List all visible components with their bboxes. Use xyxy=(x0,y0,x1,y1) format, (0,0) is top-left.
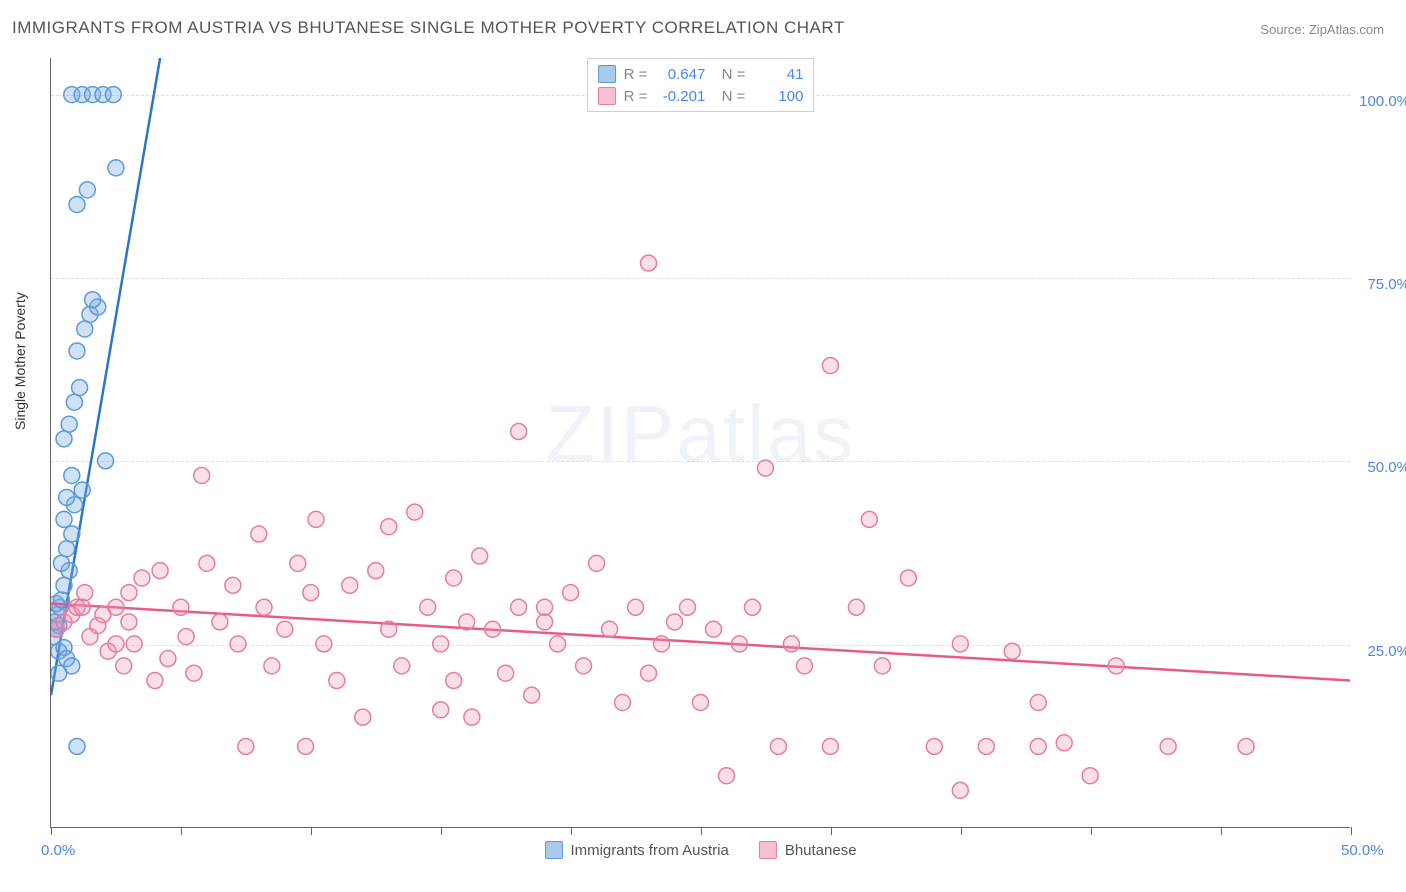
r-value-bhutanese: -0.201 xyxy=(655,88,705,105)
r-label: R = xyxy=(624,66,648,83)
xtick-mark xyxy=(311,827,312,835)
chart-svg xyxy=(51,58,1350,827)
chart-title: IMMIGRANTS FROM AUSTRIA VS BHUTANESE SIN… xyxy=(12,18,845,38)
xtick-mark xyxy=(701,827,702,835)
xtick-label: 50.0% xyxy=(1341,842,1384,859)
xtick-mark xyxy=(961,827,962,835)
swatch-bhutanese-icon xyxy=(759,841,777,859)
series-legend: Immigrants from Austria Bhutanese xyxy=(544,841,856,859)
xtick-mark xyxy=(1091,827,1092,835)
ytick-label: 25.0% xyxy=(1367,643,1406,660)
xtick-label: 0.0% xyxy=(41,842,75,859)
xtick-mark xyxy=(1221,827,1222,835)
watermark: ZIPatlas xyxy=(546,387,855,479)
n-label: N = xyxy=(713,88,745,105)
xtick-mark xyxy=(831,827,832,835)
r-label: R = xyxy=(624,88,648,105)
legend-item-austria: Immigrants from Austria xyxy=(544,841,728,859)
gridline xyxy=(51,645,1350,646)
source-link[interactable]: ZipAtlas.com xyxy=(1309,22,1384,37)
ytick-label: 75.0% xyxy=(1367,276,1406,293)
swatch-austria-icon xyxy=(544,841,562,859)
n-value-austria: 41 xyxy=(753,66,803,83)
y-axis-label: Single Mother Poverty xyxy=(12,292,28,430)
swatch-austria xyxy=(598,65,616,83)
n-label: N = xyxy=(713,66,745,83)
correlation-legend: R = 0.647 N = 41 R = -0.201 N = 100 xyxy=(587,58,815,112)
source-label: Source: xyxy=(1260,22,1305,37)
xtick-mark xyxy=(1351,827,1352,835)
legend-item-bhutanese: Bhutanese xyxy=(759,841,857,859)
ytick-label: 100.0% xyxy=(1359,93,1406,110)
source-attribution: Source: ZipAtlas.com xyxy=(1260,22,1384,37)
n-value-bhutanese: 100 xyxy=(753,88,803,105)
ytick-label: 50.0% xyxy=(1367,459,1406,476)
gridline xyxy=(51,278,1350,279)
swatch-bhutanese xyxy=(598,87,616,105)
xtick-mark xyxy=(181,827,182,835)
legend-row-austria: R = 0.647 N = 41 xyxy=(598,63,804,85)
xtick-mark xyxy=(51,827,52,835)
gridline xyxy=(51,461,1350,462)
legend-label-austria: Immigrants from Austria xyxy=(570,842,728,859)
legend-row-bhutanese: R = -0.201 N = 100 xyxy=(598,85,804,107)
xtick-mark xyxy=(571,827,572,835)
legend-label-bhutanese: Bhutanese xyxy=(785,842,857,859)
r-value-austria: 0.647 xyxy=(655,66,705,83)
plot-area: ZIPatlas R = 0.647 N = 41 R = -0.201 N =… xyxy=(50,58,1350,828)
xtick-mark xyxy=(441,827,442,835)
